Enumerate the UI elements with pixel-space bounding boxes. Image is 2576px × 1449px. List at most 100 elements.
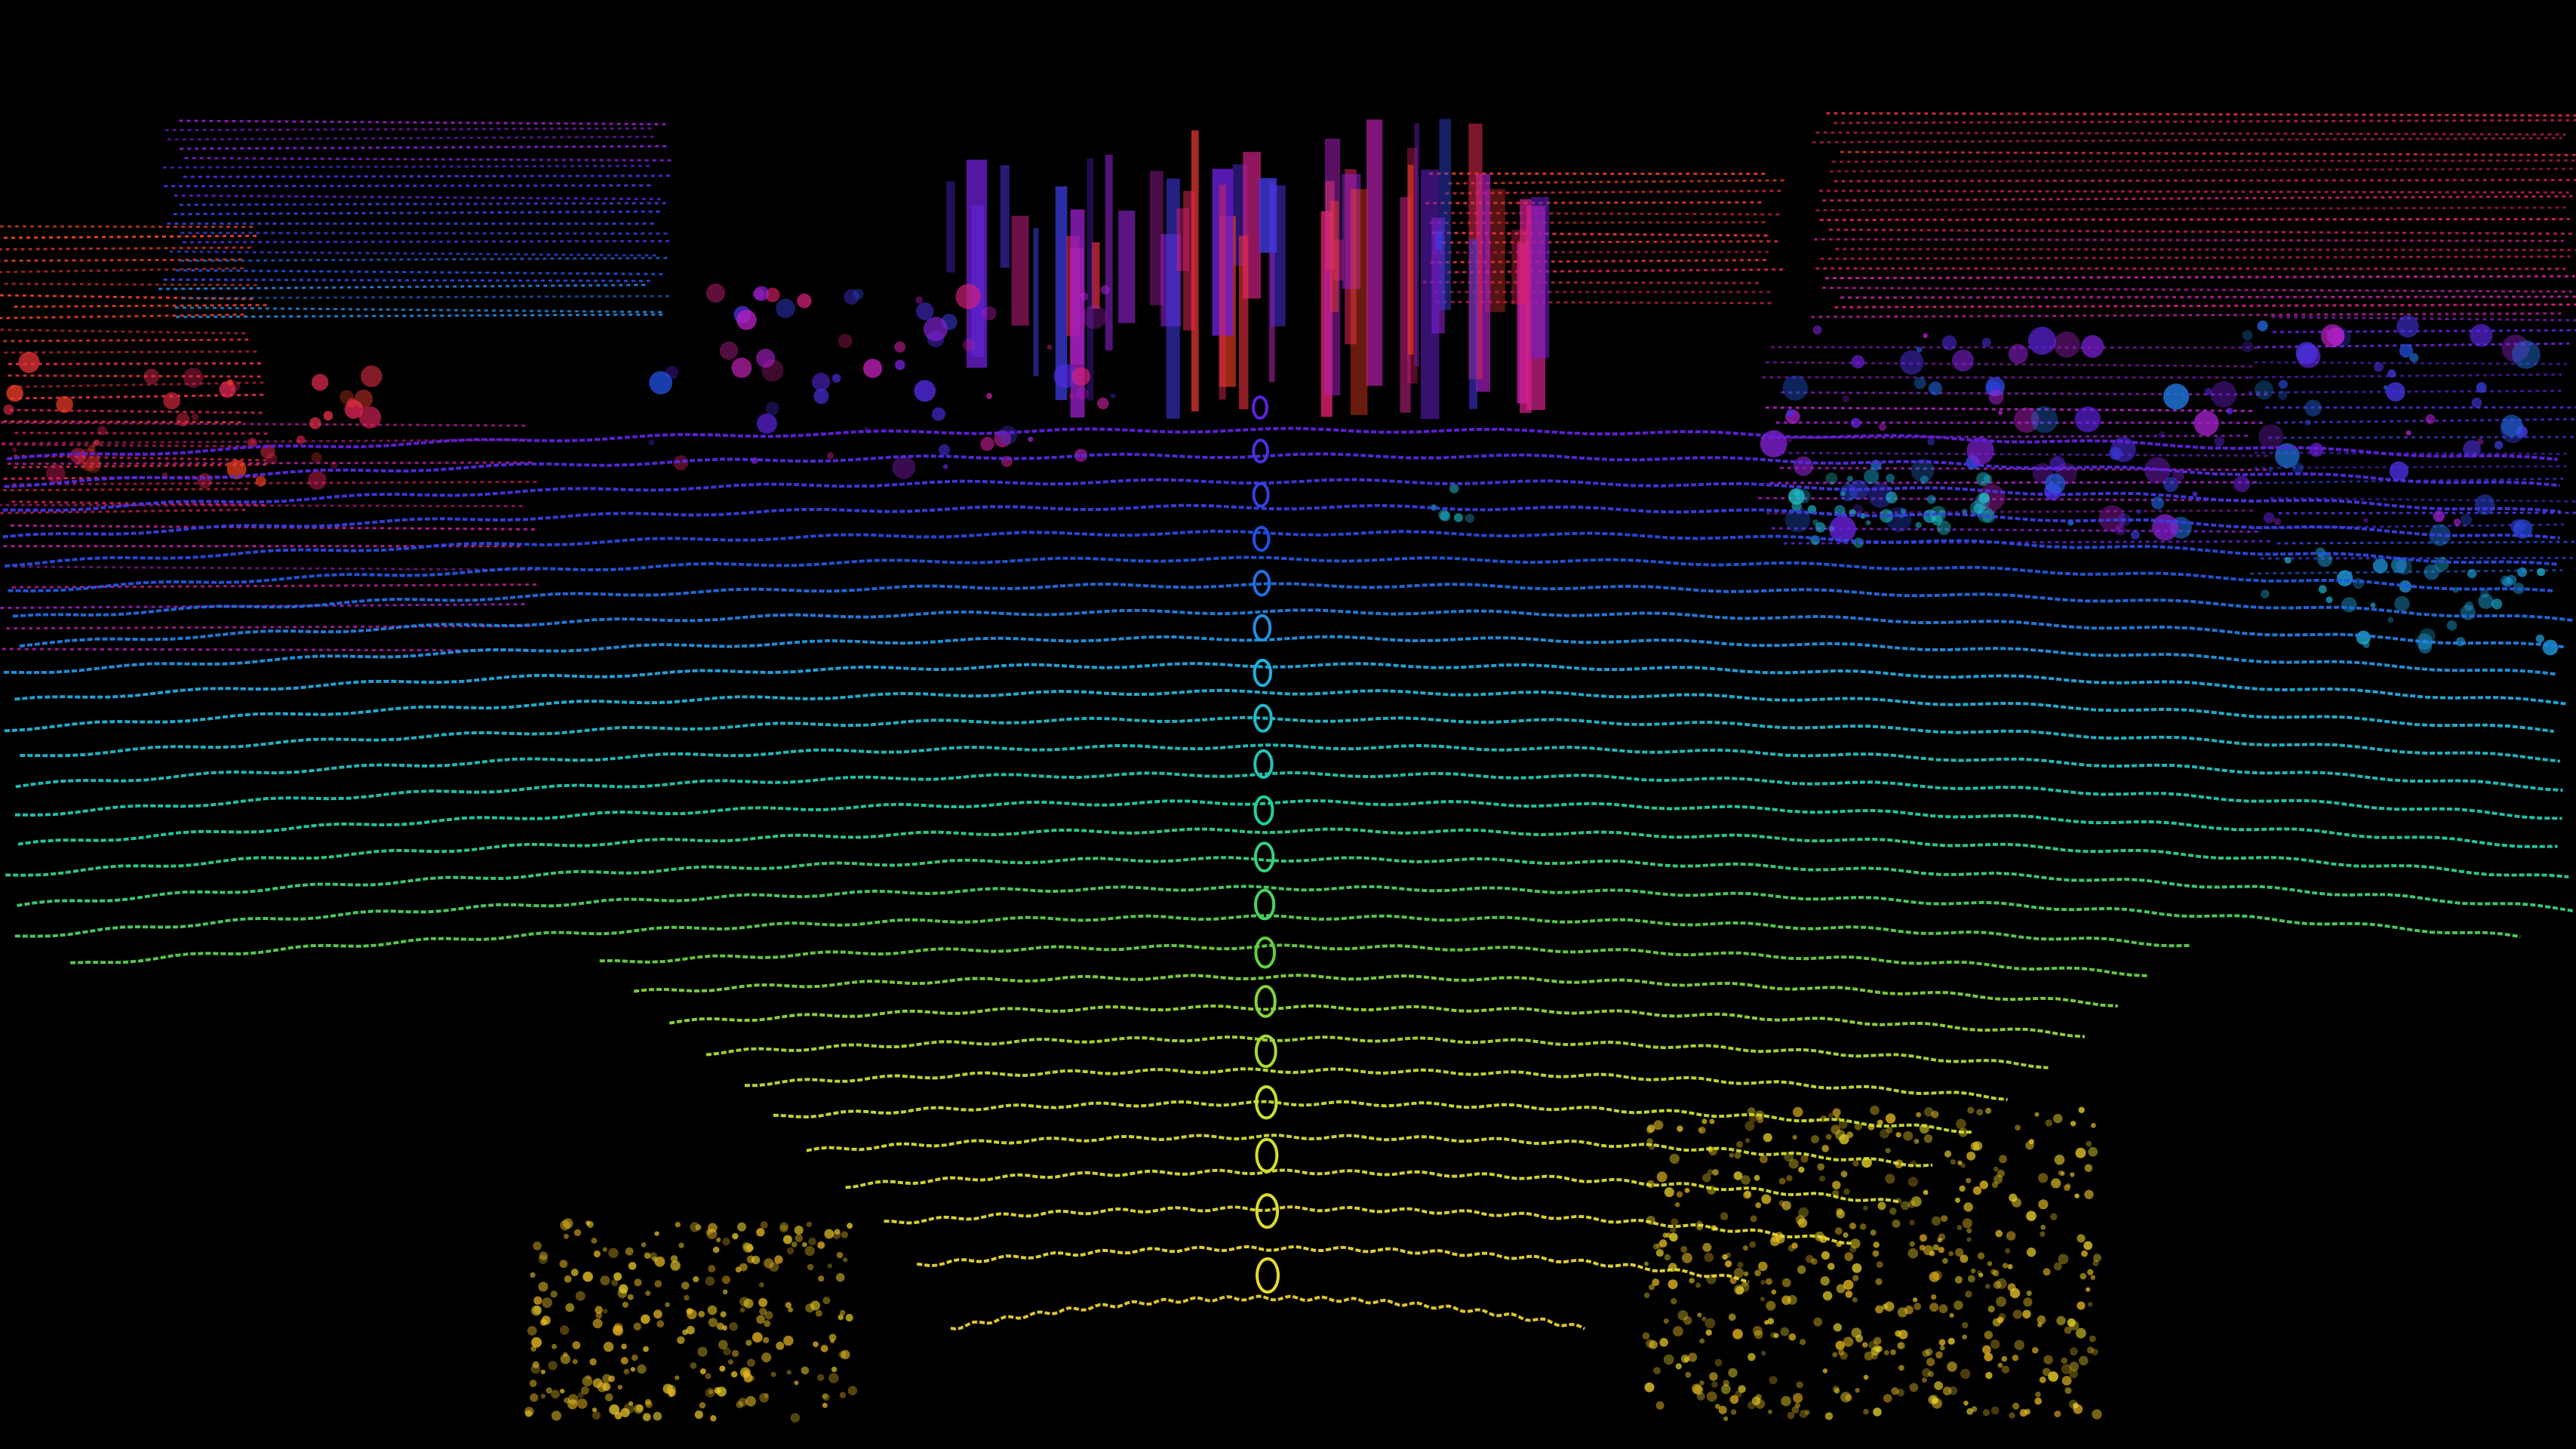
roadside-vegetation-points	[820, 1344, 828, 1352]
roadside-vegetation-points	[1896, 1389, 1904, 1397]
roadside-vegetation-points	[1971, 1406, 1978, 1412]
roadside-vegetation-points	[2064, 1326, 2072, 1334]
roadside-vegetation-points	[1843, 1188, 1850, 1195]
parked-car-points	[1825, 472, 1838, 485]
roadside-vegetation-points	[690, 1222, 700, 1232]
roadside-vegetation-points	[1977, 1252, 1985, 1260]
roadside-vegetation-points	[1966, 1237, 1972, 1242]
tree-points	[1068, 393, 1074, 399]
roadside-vegetation-points	[1871, 1346, 1880, 1356]
roadside-vegetation-points	[1767, 1409, 1772, 1414]
roadside-vegetation-points	[802, 1241, 807, 1247]
tree-points	[1916, 346, 1923, 353]
roadside-vegetation-points	[644, 1398, 652, 1405]
roadside-vegetation-points	[1947, 1361, 1957, 1372]
roadside-vegetation-points	[1770, 1332, 1777, 1338]
roadside-vegetation-points	[634, 1278, 642, 1287]
scan-ring	[4, 688, 2554, 734]
building-points	[0, 488, 252, 492]
tree-points	[1782, 375, 1808, 401]
roadside-vegetation-points	[1688, 1352, 1698, 1362]
roadside-vegetation-points	[1923, 1134, 1933, 1143]
tree-points	[12, 447, 17, 453]
roadside-vegetation-points	[1876, 1261, 1883, 1269]
tree-points	[1070, 209, 1085, 418]
roadside-vegetation-points	[1817, 1163, 1824, 1171]
building-points	[8, 374, 265, 378]
parked-car-points	[1886, 473, 1895, 483]
roadside-vegetation-points	[1889, 1208, 1897, 1215]
tree-points	[2470, 324, 2493, 347]
roadside-vegetation-points	[770, 1371, 776, 1377]
roadside-vegetation-points	[785, 1302, 792, 1309]
scan-ring	[669, 1004, 2086, 1038]
roadside-vegetation-points	[1655, 1401, 1665, 1410]
parked-car-points	[2434, 556, 2449, 572]
roadside-vegetation-points	[1701, 1118, 1708, 1124]
roadside-vegetation-points	[1883, 1394, 1892, 1403]
roadside-vegetation-points	[810, 1300, 820, 1311]
parked-car-points	[1812, 519, 1819, 526]
tree-points	[2263, 512, 2275, 524]
roadside-vegetation-points	[1901, 1201, 1910, 1211]
roadside-vegetation-points	[708, 1318, 718, 1327]
roadside-vegetation-points	[1813, 1317, 1823, 1327]
roadside-vegetation-points	[1938, 1233, 1946, 1241]
roadside-vegetation-points	[1798, 1207, 1809, 1218]
trail-loop	[1253, 658, 1273, 688]
tree-points	[1786, 409, 1794, 417]
roadside-vegetation-points	[1730, 1409, 1737, 1415]
roadside-vegetation-points	[1935, 1351, 1943, 1359]
tree-points	[143, 368, 160, 385]
roadside-vegetation-points	[653, 1309, 662, 1319]
roadside-vegetation-points	[617, 1288, 628, 1299]
roadside-vegetation-points	[722, 1289, 728, 1295]
tree-points	[2373, 361, 2384, 372]
parked-car-points	[2261, 589, 2270, 598]
roadside-vegetation-points	[807, 1263, 814, 1271]
roadside-vegetation-points	[1910, 1196, 1922, 1208]
roadside-vegetation-points	[1922, 1367, 1932, 1377]
roadside-vegetation-points	[1741, 1281, 1748, 1287]
roadside-vegetation-points	[530, 1346, 536, 1352]
roadside-vegetation-points	[1646, 1138, 1653, 1145]
scan-ring	[14, 771, 2562, 820]
tree-points	[914, 380, 936, 402]
tree-points	[1850, 417, 1861, 429]
roadside-vegetation-points	[2040, 1224, 2046, 1230]
tree-points	[45, 463, 66, 484]
roadside-vegetation-points	[742, 1242, 754, 1253]
tree-points	[340, 389, 354, 405]
tree-points	[994, 430, 1011, 448]
roadside-vegetation-points	[589, 1358, 597, 1366]
roadside-vegetation-points	[1966, 1177, 1972, 1183]
roadside-vegetation-points	[1738, 1385, 1746, 1393]
roadside-vegetation-points	[1993, 1174, 2003, 1184]
building-points	[162, 165, 653, 169]
roadside-vegetation-points	[603, 1341, 614, 1352]
roadside-vegetation-points	[2064, 1387, 2072, 1395]
roadside-vegetation-points	[595, 1312, 603, 1319]
building-points	[1765, 361, 2257, 368]
roadside-vegetation-points	[1960, 1163, 1966, 1168]
roadside-vegetation-points	[656, 1320, 665, 1328]
roadside-vegetation-points	[595, 1306, 603, 1314]
roadside-vegetation-points	[1714, 1358, 1723, 1367]
tree-points	[2158, 431, 2166, 438]
roadside-vegetation-points	[1938, 1339, 1946, 1346]
roadside-vegetation-points	[1885, 1113, 1896, 1124]
tree-points	[77, 448, 100, 471]
roadside-vegetation-points	[795, 1234, 804, 1242]
roadside-vegetation-points	[2069, 1321, 2080, 1331]
roadside-vegetation-points	[1982, 1345, 1991, 1355]
building-points	[169, 250, 660, 257]
roadside-vegetation-points	[1955, 1197, 1960, 1203]
roadside-vegetation-points	[643, 1346, 649, 1352]
parked-car-points	[2284, 556, 2292, 564]
roadside-vegetation-points	[620, 1407, 630, 1418]
roadside-vegetation-points	[1873, 1337, 1882, 1346]
roadside-vegetation-points	[1957, 1225, 1963, 1231]
roadside-vegetation-points	[1677, 1310, 1689, 1321]
building-points	[14, 454, 271, 462]
roadside-vegetation-points	[2056, 1315, 2066, 1326]
